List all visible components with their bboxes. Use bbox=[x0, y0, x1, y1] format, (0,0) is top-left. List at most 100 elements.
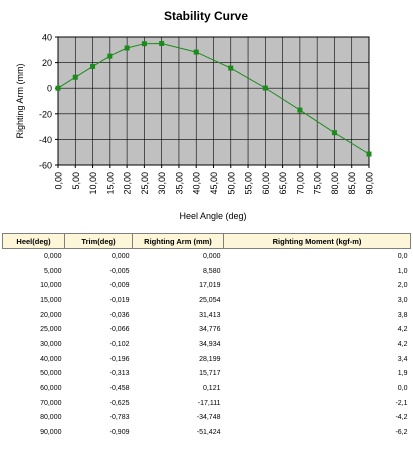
righting-arm-cell: 28,199 bbox=[199, 355, 221, 363]
table-row: 20,000 -0,036 31,413 3,8 bbox=[3, 308, 411, 323]
data-point bbox=[55, 85, 61, 91]
data-point bbox=[90, 63, 96, 69]
table-row: 0,000 0,000 0,000 0,0 bbox=[3, 249, 411, 264]
trim-cell: -0,458 bbox=[109, 385, 130, 393]
heel-cell: 15,000 bbox=[40, 296, 62, 304]
y-tick-label: -40 bbox=[39, 135, 52, 145]
header-heel[interactable]: Heel(deg) bbox=[2, 233, 65, 249]
righting-moment-cell: -2,1 bbox=[395, 399, 408, 407]
data-point bbox=[141, 41, 147, 47]
heel-cell: 90,000 bbox=[40, 429, 62, 437]
trim-cell: -0,909 bbox=[109, 429, 130, 437]
trim-cell: -0,196 bbox=[109, 355, 130, 363]
data-markers bbox=[55, 40, 372, 157]
table-row: 25,000 -0,066 34,776 4,2 bbox=[3, 322, 411, 337]
righting-arm-cell: 34,934 bbox=[199, 340, 221, 348]
table-header-row: Heel(deg) Trim(deg) Righting Arm (mm) Ri… bbox=[2, 233, 411, 249]
x-tick-label: 0,00 bbox=[54, 172, 64, 190]
righting-arm-cell: -17,111 bbox=[197, 399, 221, 407]
righting-moment-cell: -6,2 bbox=[395, 429, 408, 437]
table-body: 0,000 0,000 0,000 0,0 5,000 -0,005 8,580 1,0 10,… bbox=[3, 249, 411, 440]
x-tick-label: 25,00 bbox=[140, 172, 150, 195]
righting-moment-cell: 1,0 bbox=[397, 267, 408, 275]
righting-arm-cell: 25,054 bbox=[199, 296, 221, 304]
righting-arm-cell: 0,121 bbox=[202, 385, 221, 393]
x-tick-label: 30,00 bbox=[157, 172, 167, 195]
righting-arm-cell: 8,580 bbox=[202, 267, 221, 275]
data-point bbox=[262, 85, 268, 91]
trim-cell: -0,102 bbox=[109, 340, 130, 348]
heel-cell: 20,000 bbox=[40, 311, 62, 319]
header-righting-arm[interactable]: Righting Arm (mm) bbox=[132, 233, 224, 249]
x-tick-label: 60,00 bbox=[261, 172, 271, 195]
header-righting-moment[interactable]: Righting Moment (kgf-m) bbox=[223, 233, 411, 249]
righting-moment-cell: 4,2 bbox=[397, 340, 408, 348]
righting-moment-cell: 1,9 bbox=[397, 370, 408, 378]
heel-cell: 0,000 bbox=[43, 252, 62, 260]
y-tick-label: 20 bbox=[42, 58, 52, 68]
heel-cell: 10,000 bbox=[40, 282, 62, 290]
heel-cell: 80,000 bbox=[40, 414, 62, 422]
x-tick-label: 85,00 bbox=[347, 172, 357, 195]
table-row: 5,000 -0,005 8,580 1,0 bbox=[3, 264, 411, 279]
data-point bbox=[193, 49, 199, 55]
trim-cell: -0,005 bbox=[109, 267, 130, 275]
x-tick-label: 35,00 bbox=[174, 172, 184, 195]
data-point bbox=[124, 45, 130, 51]
x-tick-label: 15,00 bbox=[105, 172, 115, 195]
y-tick-labels: 40 20 0 -20 -40 -60 bbox=[39, 33, 58, 171]
x-tick-label: 75,00 bbox=[313, 172, 323, 195]
table-row: 15,000 -0,019 25,054 3,0 bbox=[3, 293, 411, 308]
heel-cell: 50,000 bbox=[40, 370, 62, 378]
heel-cell: 40,000 bbox=[40, 355, 62, 363]
chart-title: Stability Curve bbox=[164, 9, 248, 23]
table-row: 80,000 -0,783 -34,748 -4,2 bbox=[3, 411, 411, 426]
righting-arm-cell: -51,424 bbox=[196, 429, 221, 437]
righting-arm-cell: -34,748 bbox=[196, 414, 221, 422]
x-tick-label: 50,00 bbox=[226, 172, 236, 195]
heel-cell: 70,000 bbox=[40, 399, 62, 407]
x-tick-label: 40,00 bbox=[192, 172, 202, 195]
trim-cell: -0,019 bbox=[109, 296, 130, 304]
data-point bbox=[366, 151, 372, 157]
data-point bbox=[228, 65, 234, 71]
x-tick-label: 90,00 bbox=[365, 172, 375, 195]
trim-cell: -0,036 bbox=[109, 311, 130, 319]
trim-cell: -0,783 bbox=[109, 414, 130, 422]
header-trim[interactable]: Trim(deg) bbox=[64, 233, 133, 249]
righting-moment-cell: 3,4 bbox=[397, 355, 408, 363]
x-tick-label: 70,00 bbox=[295, 172, 305, 195]
data-point bbox=[107, 53, 113, 59]
righting-moment-cell: 2,0 bbox=[397, 282, 408, 290]
x-tick-label: 20,00 bbox=[123, 172, 133, 195]
righting-moment-cell: 4,2 bbox=[397, 326, 408, 334]
righting-arm-cell: 34,776 bbox=[199, 326, 221, 334]
trim-cell: -0,625 bbox=[109, 399, 130, 407]
trim-cell: 0,000 bbox=[111, 252, 130, 260]
table-row: 90,000 -0,909 -51,424 -6,2 bbox=[3, 425, 411, 440]
righting-arm-cell: 0,000 bbox=[202, 252, 221, 260]
x-tick-label: 55,00 bbox=[244, 172, 254, 195]
trim-cell: -0,066 bbox=[109, 326, 130, 334]
stability-table: Heel(deg) Trim(deg) Righting Arm (mm) Ri… bbox=[2, 233, 411, 440]
heel-cell: 5,000 bbox=[43, 267, 62, 275]
table-row: 30,000 -0,102 34,934 4,2 bbox=[3, 337, 411, 352]
heel-cell: 30,000 bbox=[40, 340, 62, 348]
heel-cell: 25,000 bbox=[40, 326, 62, 334]
trim-cell: -0,313 bbox=[109, 370, 130, 378]
y-tick-label: 40 bbox=[42, 33, 52, 43]
chart-svg: Stability Curve 40 20 0 -20 -40 -60 0,00 5,00 1… bbox=[15, 9, 375, 221]
y-tick-label: 0 bbox=[47, 84, 52, 94]
x-axis-label: Heel Angle (deg) bbox=[179, 211, 246, 221]
x-tick-labels: 0,00 5,00 10,00 15,00 20,00 25,00 30,00 35,00 40… bbox=[54, 165, 375, 195]
y-axis-label: Righting Arm (mm) bbox=[15, 63, 25, 138]
x-tick-label: 45,00 bbox=[209, 172, 219, 195]
x-tick-label: 10,00 bbox=[88, 172, 98, 195]
y-tick-label: -60 bbox=[39, 161, 52, 171]
y-tick-label: -20 bbox=[39, 109, 52, 119]
x-tick-label: 65,00 bbox=[278, 172, 288, 195]
x-tick-label: 5,00 bbox=[71, 172, 81, 190]
data-point bbox=[297, 107, 303, 113]
table-row: 60,000 -0,458 0,121 0,0 bbox=[3, 381, 411, 396]
heel-cell: 60,000 bbox=[40, 385, 62, 393]
